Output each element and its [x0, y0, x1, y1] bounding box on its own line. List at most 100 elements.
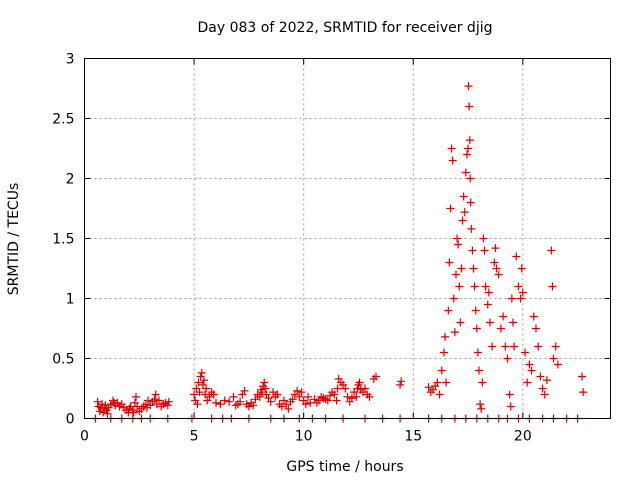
grid	[84, 58, 611, 419]
data-point	[456, 318, 465, 327]
data-point	[103, 409, 112, 418]
data-point	[255, 392, 264, 401]
data-point	[579, 388, 588, 397]
data-point	[469, 264, 478, 273]
data-point	[479, 234, 488, 243]
x-tick-label: 20	[514, 429, 532, 445]
data-point	[96, 403, 105, 412]
data-point	[508, 318, 517, 327]
data-point	[512, 252, 521, 261]
data-point	[525, 360, 534, 369]
data-point	[144, 396, 153, 405]
data-point	[483, 300, 492, 309]
data-point	[465, 102, 474, 111]
data-point	[517, 264, 526, 273]
data-point	[98, 400, 107, 409]
data-point	[473, 348, 482, 357]
y-tick-label: 2	[66, 172, 75, 188]
data-point	[164, 397, 173, 406]
data-point	[347, 394, 356, 403]
data-point	[464, 144, 473, 153]
data-point	[191, 396, 200, 405]
data-point	[529, 312, 538, 321]
y-axis-label: SRMTID / TECUs	[6, 183, 22, 296]
data-point	[462, 150, 471, 159]
data-point	[201, 390, 210, 399]
data-point	[496, 324, 505, 333]
data-point	[481, 282, 490, 291]
data-point	[457, 264, 466, 273]
data-point	[301, 400, 310, 409]
data-point	[439, 348, 448, 357]
data-point	[503, 354, 512, 363]
data-point	[506, 402, 515, 411]
data-point	[209, 390, 218, 399]
data-point	[273, 390, 282, 399]
data-point	[199, 376, 208, 385]
data-point	[277, 402, 286, 411]
data-point	[282, 400, 291, 409]
data-point	[266, 397, 275, 406]
data-point	[516, 294, 525, 303]
data-point	[193, 400, 202, 409]
data-point	[95, 407, 104, 416]
data-point	[548, 282, 557, 291]
chart-title: Day 083 of 2022, SRMTID for receiver dji…	[198, 20, 493, 36]
data-point	[458, 216, 467, 225]
data-point	[551, 342, 560, 351]
data-point	[534, 342, 543, 351]
y-tick-label: 2.5	[52, 112, 74, 128]
data-point	[216, 400, 225, 409]
data-point	[459, 192, 468, 201]
data-point	[450, 328, 459, 337]
data-point	[297, 388, 306, 397]
data-point	[323, 396, 332, 405]
data-point	[531, 324, 540, 333]
data-point	[93, 397, 102, 406]
data-point	[264, 394, 273, 403]
data-point	[484, 288, 493, 297]
data-point	[293, 386, 302, 395]
data-point	[220, 396, 229, 405]
data-point	[198, 380, 207, 389]
data-point	[330, 390, 339, 399]
data-point	[151, 390, 160, 399]
data-point	[444, 306, 453, 315]
x-tick-label: 5	[190, 429, 199, 445]
data-point	[424, 383, 433, 392]
data-point	[132, 392, 141, 401]
data-point	[437, 366, 446, 375]
data-point	[453, 234, 462, 243]
data-point	[163, 401, 172, 410]
data-point	[365, 392, 374, 401]
data-point	[397, 377, 406, 386]
data-point	[461, 168, 470, 177]
data-point	[279, 396, 288, 405]
data-point	[447, 144, 456, 153]
data-point	[521, 348, 530, 357]
data-point	[150, 395, 159, 404]
data-point	[203, 396, 212, 405]
data-point	[371, 372, 380, 381]
data-point	[441, 332, 450, 341]
data-point	[478, 378, 487, 387]
x-axis-label: GPS time / hours	[286, 459, 403, 475]
plot-frame	[84, 58, 611, 419]
data-point	[538, 384, 547, 393]
y-tick-label: 3	[66, 52, 75, 68]
data-point	[194, 378, 203, 387]
data-point	[284, 404, 293, 413]
data-point	[332, 396, 341, 405]
data-point	[197, 368, 206, 377]
y-tick-label: 0	[66, 412, 75, 428]
data-point	[505, 390, 514, 399]
data-point	[471, 306, 480, 315]
data-point	[468, 246, 477, 255]
data-point	[460, 208, 469, 217]
y-tick-label: 1	[66, 292, 75, 308]
data-point	[454, 240, 463, 249]
data-point	[491, 244, 500, 253]
data-point	[553, 360, 562, 369]
data-point	[490, 258, 499, 267]
